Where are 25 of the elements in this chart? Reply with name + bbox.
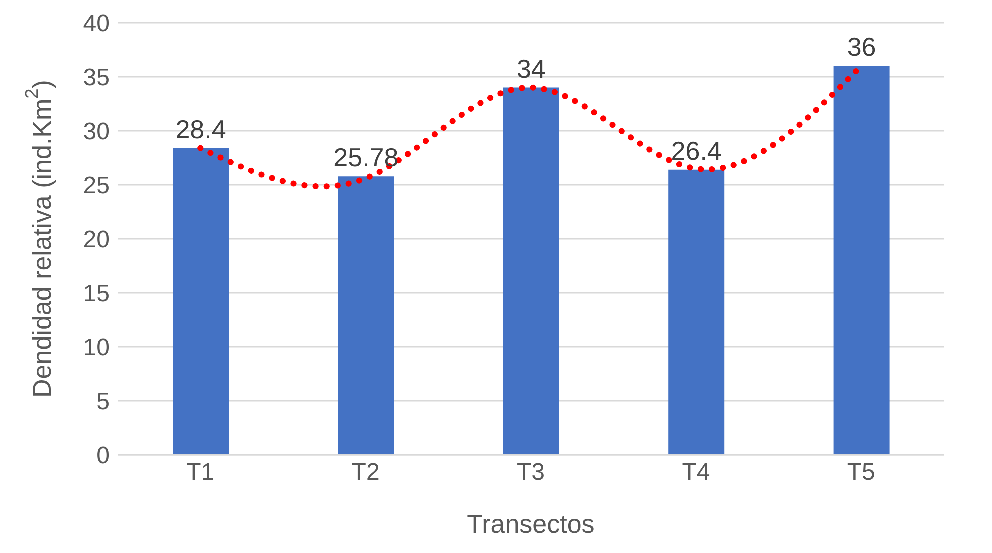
x-tick-label: T1 bbox=[186, 459, 215, 486]
bar bbox=[338, 176, 394, 455]
y-tick-label: 15 bbox=[83, 280, 110, 308]
bar bbox=[834, 66, 890, 455]
x-tick-label: T4 bbox=[682, 459, 710, 486]
data-label: 36 bbox=[847, 32, 876, 62]
data-label: 34 bbox=[516, 54, 546, 84]
data-label: 26.4 bbox=[671, 136, 722, 166]
y-tick-label: 0 bbox=[96, 442, 110, 470]
bar bbox=[173, 148, 229, 455]
bar bbox=[503, 88, 560, 455]
y-tick-label: 30 bbox=[83, 118, 110, 146]
y-tick-label: 40 bbox=[83, 10, 110, 38]
y-tick-label: 35 bbox=[83, 64, 110, 92]
x-tick-label: T3 bbox=[516, 459, 546, 486]
y-tick-label: 25 bbox=[83, 172, 110, 200]
x-tick-label: T5 bbox=[847, 459, 876, 486]
data-label: 25.78 bbox=[334, 142, 399, 173]
y-tick-label: 5 bbox=[96, 388, 110, 416]
bar bbox=[668, 170, 725, 455]
x-axis-title: Transectos bbox=[467, 509, 595, 539]
y-tick-label: 20 bbox=[83, 226, 110, 254]
y-tick-label: 10 bbox=[83, 334, 110, 362]
x-tick-label: T2 bbox=[352, 459, 380, 486]
data-label: 28.4 bbox=[176, 114, 226, 144]
